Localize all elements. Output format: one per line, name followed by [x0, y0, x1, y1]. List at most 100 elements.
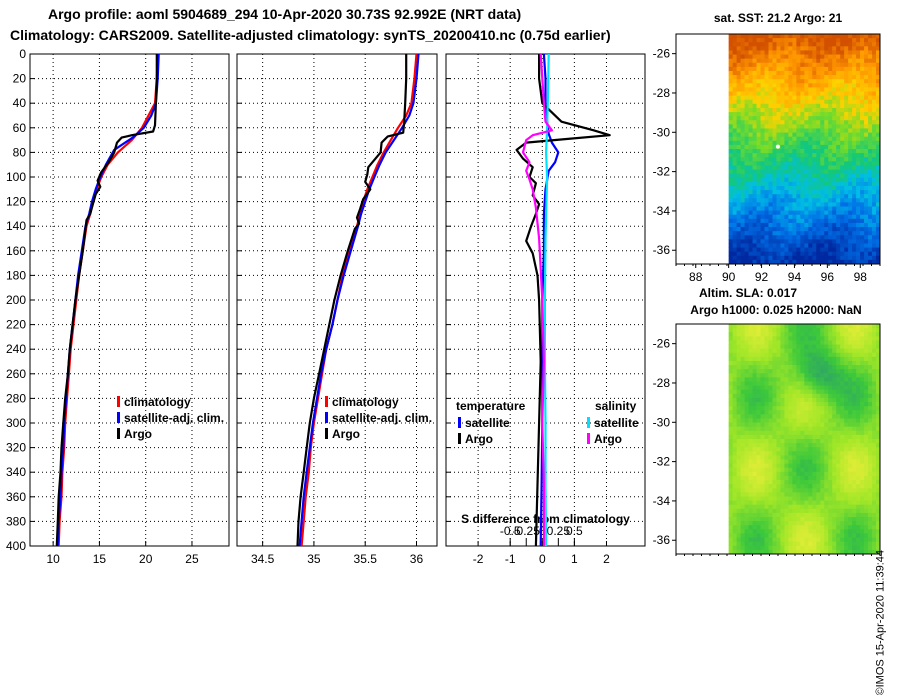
- sla_map-cell: [756, 480, 761, 485]
- sst_map-cell: [728, 120, 734, 125]
- sst_map-cell: [784, 79, 789, 84]
- sst_map-cell: [860, 62, 865, 68]
- sla_map-cell: [864, 389, 869, 395]
- sla_map-cell: [808, 492, 813, 497]
- sla_map-cell: [848, 328, 853, 333]
- sla_map-cell: [792, 340, 797, 345]
- sst_map-cell: [860, 58, 865, 64]
- sst_map-cell: [824, 251, 829, 257]
- sla_map-cell: [824, 389, 829, 395]
- sla_map-cell: [804, 447, 809, 452]
- sla_map-cell: [756, 324, 761, 329]
- sst_map-cell: [792, 128, 797, 133]
- sst_map-cell: [848, 259, 853, 265]
- sla_map-cell: [844, 344, 849, 350]
- sla_map-cell: [764, 348, 769, 354]
- sla_map-cell: [836, 348, 841, 354]
- sla_map-cell: [804, 541, 809, 547]
- sla_map-cell: [732, 496, 738, 502]
- sla_map-cell: [864, 439, 869, 444]
- sla_map-cell: [828, 381, 833, 387]
- sla_map-cell: [844, 365, 849, 370]
- sla_map-cell: [824, 434, 829, 440]
- sla_map-cell: [828, 443, 833, 448]
- sst_map-cell: [828, 107, 833, 113]
- sst_map-cell: [828, 54, 833, 60]
- sst_map-cell: [808, 58, 813, 64]
- sst_map-cell: [812, 58, 817, 64]
- sst_map-cell: [740, 218, 745, 224]
- sst_map-cell: [748, 79, 753, 84]
- sst_map-cell: [868, 235, 873, 240]
- sla_map-cell: [872, 492, 877, 497]
- sla_map-cell: [744, 439, 749, 444]
- sla_map-cell: [844, 410, 849, 415]
- sla_map-cell: [776, 385, 781, 391]
- sst_map-cell: [780, 132, 785, 138]
- sla_map-cell: [784, 336, 789, 341]
- sla_map-cell: [748, 348, 753, 354]
- sst_map-cell: [796, 99, 801, 105]
- sla_map-cell: [820, 365, 825, 370]
- sst_map-cell: [844, 149, 849, 154]
- sst_map-cell: [860, 185, 865, 191]
- sst_map-cell: [752, 112, 757, 117]
- sst_map-cell: [752, 42, 757, 47]
- sla_map-cell: [812, 533, 817, 538]
- sla_map-cell: [800, 360, 805, 366]
- sla_map-cell: [760, 471, 765, 477]
- sla_map-cell: [756, 344, 761, 350]
- sst_map-cell: [764, 255, 769, 261]
- sla_map-cell: [868, 332, 873, 337]
- sst_map-cell: [816, 83, 821, 88]
- sst_map-cell: [832, 116, 837, 121]
- salinity_profile-legend-label: climatology: [332, 395, 399, 409]
- sla_map-cell: [852, 504, 857, 510]
- sst_map-cell: [820, 198, 825, 203]
- sst_map-cell: [744, 124, 749, 129]
- sst_map-cell: [852, 62, 857, 68]
- sst_map-cell: [752, 75, 757, 80]
- sla_map-cell: [820, 360, 825, 366]
- sla_map-cell: [780, 422, 785, 428]
- sst_map-cell: [872, 54, 877, 60]
- sla_map-cell: [804, 512, 809, 518]
- sla_map-cell: [812, 418, 817, 423]
- sst_map-cell: [776, 46, 781, 51]
- sst_map-cell: [796, 58, 801, 64]
- sst_map-cell: [832, 34, 837, 39]
- sla_map-cell: [816, 410, 821, 415]
- sst_map-cell: [760, 112, 765, 117]
- sla_map-cell: [760, 475, 765, 481]
- sst_map-cell: [804, 255, 809, 261]
- sla_map-cell: [876, 369, 881, 374]
- sst_map-cell: [788, 161, 793, 166]
- sst_map-y-tick-label: -26: [653, 47, 671, 61]
- sla_map-cell: [828, 406, 833, 411]
- sst_map-cell: [824, 91, 829, 97]
- sst_map-cell: [788, 50, 793, 55]
- sst_map-cell: [812, 140, 817, 146]
- sla_map-cell: [796, 537, 801, 543]
- sst_map-cell: [860, 79, 865, 84]
- sst_map-cell: [780, 124, 785, 129]
- sst_map-cell: [800, 38, 805, 43]
- sst_map-cell: [748, 83, 753, 88]
- sla_map-cell: [736, 406, 741, 411]
- sla_map-cell: [828, 418, 833, 423]
- sla_map-cell: [752, 332, 757, 337]
- sla_map-cell: [772, 336, 777, 341]
- sst_map-cell: [792, 103, 797, 109]
- sla_map-cell: [808, 324, 813, 329]
- sla_map-cell: [728, 352, 734, 358]
- sla_map-cell: [852, 549, 857, 555]
- sst_map-cell: [792, 259, 797, 265]
- sst_map-cell: [796, 190, 801, 195]
- sla_map-cell: [868, 348, 873, 354]
- sla_map-cell: [824, 492, 829, 497]
- sst_map-cell: [828, 251, 833, 257]
- sla_map-cell: [876, 484, 881, 489]
- sst_map-cell: [876, 149, 881, 154]
- sla_map-cell: [832, 488, 837, 493]
- sla_map-cell: [848, 500, 853, 506]
